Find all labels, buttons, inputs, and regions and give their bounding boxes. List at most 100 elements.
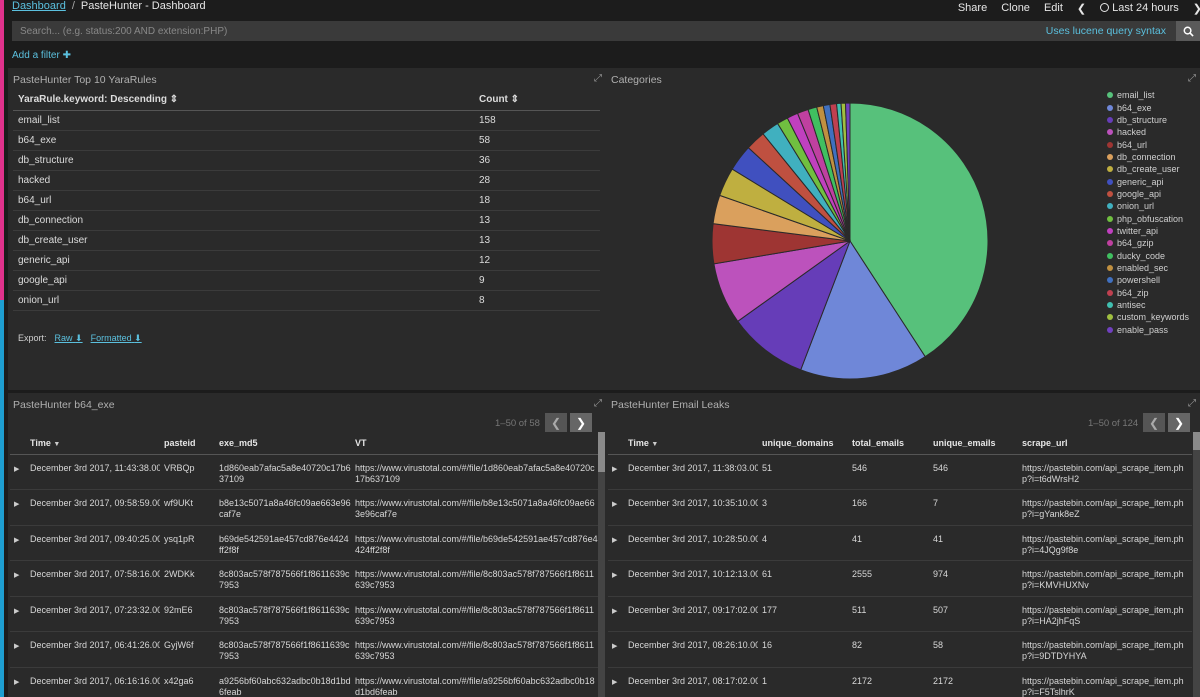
export-formatted-link[interactable]: Formatted ⬇ (91, 333, 142, 343)
export-raw-label: Raw (54, 333, 73, 343)
email-next-page-button[interactable]: ❯ (1168, 413, 1190, 432)
b64-column-header-time[interactable]: Time ▼ (26, 432, 160, 455)
breadcrumb-dashboard-link[interactable]: Dashboard (12, 0, 66, 12)
row-expand-toggle[interactable]: ▶ (608, 560, 624, 597)
row-expand-toggle[interactable]: ▶ (608, 631, 624, 668)
table-row[interactable]: ▶ December 3rd 2017, 07:23:32.000 92mE6 8c8… (10, 596, 598, 632)
legend-item[interactable]: db_create_user (1107, 163, 1189, 175)
table-row[interactable]: ▶ December 3rd 2017, 11:43:38.000 VRBQp 1d8… (10, 454, 598, 490)
row-expand-toggle[interactable]: ▶ (10, 596, 26, 632)
export-raw-link[interactable]: Raw ⬇ (55, 333, 83, 343)
row-expand-toggle[interactable]: ▶ (10, 525, 26, 561)
expand-icon[interactable]: ⤢ (594, 398, 602, 409)
time-forward-button[interactable]: ❯ (1193, 2, 1200, 15)
email-scrollbar[interactable] (1193, 432, 1200, 697)
table-row[interactable]: ▶ December 3rd 2017, 09:58:59.000 wf9UKt b8… (10, 489, 598, 526)
legend-item[interactable]: db_connection (1107, 151, 1189, 163)
table-row[interactable]: ▶ December 3rd 2017, 07:58:16.000 2WDKk 8c8… (10, 560, 598, 597)
legend-item[interactable]: db_structure (1107, 114, 1189, 126)
expand-icon[interactable]: ⤢ (594, 73, 602, 84)
legend-item[interactable]: ducky_code (1107, 249, 1189, 261)
legend-swatch (1107, 141, 1113, 148)
legend-item[interactable]: email_list (1107, 89, 1189, 101)
legend-item[interactable]: b64_zip (1107, 287, 1189, 299)
cell-pasteid: wf9UKt (160, 489, 215, 526)
time-picker-button[interactable]: Last 24 hours (1100, 2, 1179, 15)
yara-panel-title: PasteHunter Top 10 YaraRules (13, 74, 157, 86)
legend-item[interactable]: php_obfuscation (1107, 212, 1189, 224)
legend-item[interactable]: onion_url (1107, 200, 1189, 212)
legend-item[interactable]: antisec (1107, 299, 1189, 311)
b64-scrollbar[interactable] (598, 432, 605, 697)
legend-label: db_connection (1117, 151, 1176, 162)
email-column-header-total-emails[interactable]: total_emails (848, 432, 929, 455)
add-filter-button[interactable]: Add a filter ✚ (12, 50, 71, 61)
breadcrumb-separator: / (71, 0, 75, 12)
legend-label: b64_gzip (1117, 238, 1154, 249)
search-input[interactable] (12, 21, 1012, 41)
legend-label: b64_url (1117, 139, 1148, 150)
email-column-header-time[interactable]: Time ▼ (624, 432, 758, 455)
legend-item[interactable]: b64_exe (1107, 101, 1189, 113)
legend-item[interactable]: enabled_sec (1107, 262, 1189, 274)
expand-icon[interactable]: ⤢ (1188, 398, 1196, 409)
table-row[interactable]: ▶ December 3rd 2017, 06:41:26.000 GyjW6f 8c… (10, 631, 598, 668)
b64-column-header-vt[interactable]: VT (351, 432, 598, 455)
row-expand-toggle[interactable]: ▶ (608, 454, 624, 490)
cell-time: December 3rd 2017, 10:28:50.000 (624, 525, 758, 561)
table-row[interactable]: ▶ December 3rd 2017, 09:17:02.000 177 511 50… (608, 596, 1192, 632)
pie-slice-enable-pass[interactable] (845, 102, 851, 242)
row-expand-toggle[interactable]: ▶ (10, 489, 26, 526)
pie-slice-db-structure[interactable] (737, 239, 852, 371)
table-row[interactable]: ▶ December 3rd 2017, 10:12:13.000 61 2555 97… (608, 560, 1192, 597)
lucene-syntax-link[interactable]: Uses lucene query syntax (1045, 25, 1166, 37)
email-column-header-unique-domains[interactable]: unique_domains (758, 432, 848, 455)
table-row[interactable]: ▶ December 3rd 2017, 06:16:16.000 x42ga6 a9… (10, 667, 598, 697)
table-row[interactable]: ▶ December 3rd 2017, 08:26:10.000 16 82 58 ht… (608, 631, 1192, 668)
cell-total-emails: 511 (848, 596, 929, 632)
share-button[interactable]: Share (957, 2, 988, 14)
table-row[interactable]: ▶ December 3rd 2017, 08:17:02.000 1 2172 217… (608, 667, 1192, 697)
b64-column-header-exe-md5[interactable]: exe_md5 (215, 432, 351, 455)
b64-prev-page-button[interactable]: ❮ (545, 413, 567, 432)
categories-panel-title: Categories (611, 74, 662, 86)
table-row[interactable]: ▶ December 3rd 2017, 10:35:10.000 3 166 7 htt… (608, 489, 1192, 526)
email-column-header-scrape-url[interactable]: scrape_url (1018, 432, 1192, 455)
scrollbar-thumb[interactable] (598, 432, 605, 472)
row-expand-toggle[interactable]: ▶ (10, 667, 26, 697)
row-expand-toggle[interactable]: ▶ (608, 596, 624, 632)
b64-next-page-button[interactable]: ❯ (570, 413, 592, 432)
table-row[interactable]: ▶ December 3rd 2017, 10:28:50.000 4 41 41 htt… (608, 525, 1192, 561)
expand-icon[interactable]: ⤢ (1188, 73, 1196, 84)
table-row[interactable]: ▶ December 3rd 2017, 09:40:25.000 ysq1pR b6… (10, 525, 598, 561)
legend-item[interactable]: powershell (1107, 274, 1189, 286)
row-expand-toggle[interactable]: ▶ (10, 560, 26, 597)
chevron-right-icon: ❯ (575, 415, 587, 430)
row-expand-toggle[interactable]: ▶ (608, 667, 624, 697)
clone-button[interactable]: Clone (1001, 2, 1030, 14)
scrollbar-thumb[interactable] (1193, 432, 1200, 450)
email-prev-page-button[interactable]: ❮ (1143, 413, 1165, 432)
pie-slice-b64-exe[interactable] (800, 239, 926, 380)
legend-item[interactable]: twitter_api (1107, 225, 1189, 237)
edit-button[interactable]: Edit (1043, 2, 1063, 14)
row-expand-toggle[interactable]: ▶ (608, 525, 624, 561)
legend-swatch (1107, 104, 1113, 111)
row-expand-toggle[interactable]: ▶ (10, 454, 26, 490)
time-back-button[interactable]: ❮ (1077, 2, 1086, 15)
legend-item[interactable]: b64_gzip (1107, 237, 1189, 249)
legend-item[interactable]: hacked (1107, 126, 1189, 138)
row-expand-toggle[interactable]: ▶ (10, 631, 26, 668)
search-button[interactable] (1176, 21, 1200, 41)
b64-column-header-pasteid[interactable]: pasteid (160, 432, 215, 455)
yara-column-header-rule[interactable]: YaraRule.keyword: Descending ⇕ (13, 90, 474, 111)
email-column-header-unique-emails[interactable]: unique_emails (929, 432, 1018, 455)
legend-item[interactable]: enable_pass (1107, 324, 1189, 336)
yara-column-header-count[interactable]: Count ⇕ (474, 90, 600, 111)
legend-item[interactable]: b64_url (1107, 138, 1189, 150)
legend-item[interactable]: google_api (1107, 188, 1189, 200)
legend-item[interactable]: custom_keywords (1107, 311, 1189, 323)
row-expand-toggle[interactable]: ▶ (608, 489, 624, 526)
legend-item[interactable]: generic_api (1107, 175, 1189, 187)
table-row[interactable]: ▶ December 3rd 2017, 11:38:03.000 51 546 546… (608, 454, 1192, 490)
